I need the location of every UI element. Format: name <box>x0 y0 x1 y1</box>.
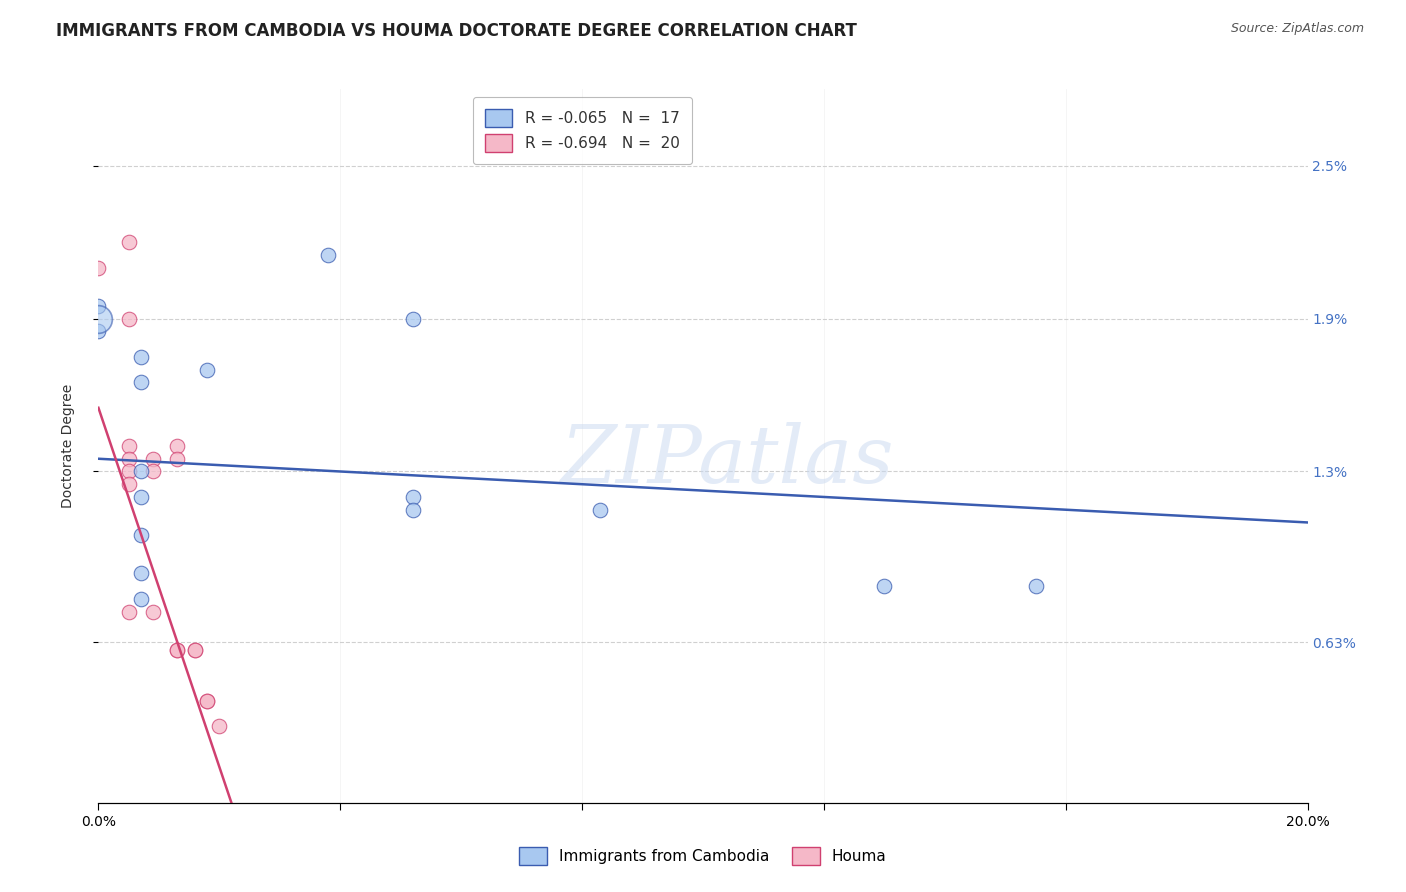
Text: IMMIGRANTS FROM CAMBODIA VS HOUMA DOCTORATE DEGREE CORRELATION CHART: IMMIGRANTS FROM CAMBODIA VS HOUMA DOCTOR… <box>56 22 858 40</box>
Text: ZIPatlas: ZIPatlas <box>561 422 894 499</box>
Point <box>142 605 165 619</box>
Point <box>129 528 152 542</box>
Point <box>142 451 165 466</box>
Text: Source: ZipAtlas.com: Source: ZipAtlas.com <box>1230 22 1364 36</box>
Point <box>129 465 152 479</box>
Point <box>208 719 231 733</box>
Point <box>118 605 141 619</box>
Point <box>402 311 425 326</box>
Point <box>166 439 188 453</box>
Point <box>184 643 207 657</box>
Point <box>873 579 896 593</box>
Point <box>195 694 218 708</box>
Point <box>118 311 141 326</box>
Point <box>87 311 110 326</box>
Point <box>129 591 152 606</box>
Point <box>129 490 152 504</box>
Point <box>118 439 141 453</box>
Point <box>129 350 152 364</box>
Point <box>589 502 612 516</box>
Point <box>195 694 218 708</box>
Point <box>166 451 188 466</box>
Point <box>118 465 141 479</box>
Point <box>316 248 339 262</box>
Legend: R = -0.065   N =  17, R = -0.694   N =  20: R = -0.065 N = 17, R = -0.694 N = 20 <box>472 97 692 164</box>
Point <box>118 477 141 491</box>
Point <box>142 465 165 479</box>
Point <box>184 643 207 657</box>
Point <box>166 643 188 657</box>
Point <box>129 376 152 390</box>
Y-axis label: Doctorate Degree: Doctorate Degree <box>60 384 75 508</box>
Point <box>118 235 141 249</box>
Point <box>166 643 188 657</box>
Point <box>87 324 110 338</box>
Point <box>87 299 110 313</box>
Point <box>87 260 110 275</box>
Point <box>402 490 425 504</box>
Point <box>402 502 425 516</box>
Legend: Immigrants from Cambodia, Houma: Immigrants from Cambodia, Houma <box>513 841 893 871</box>
Point <box>118 451 141 466</box>
Point <box>129 566 152 581</box>
Point <box>195 362 218 376</box>
Point <box>1024 579 1046 593</box>
